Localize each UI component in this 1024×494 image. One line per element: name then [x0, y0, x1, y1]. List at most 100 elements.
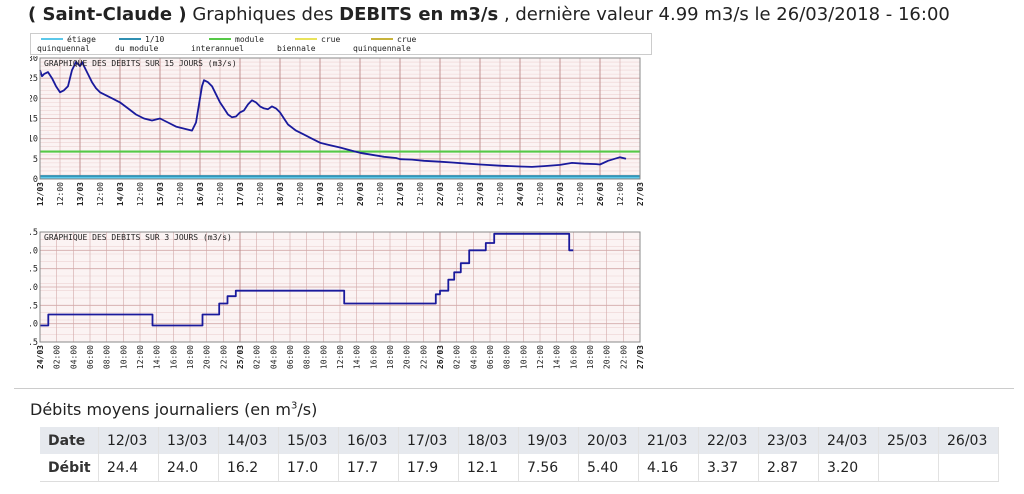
x-tick-label: 12:00	[256, 182, 265, 206]
x-tick-label: 08:00	[303, 345, 312, 369]
x-tick-label: 16:00	[169, 345, 178, 369]
value-cell: 12.1	[458, 454, 519, 482]
x-tick-label: 18:00	[586, 345, 595, 369]
chart-15-days: GRAPHIQUE DES DEBITS SUR 15 JOURS (m3/s)…	[30, 56, 645, 206]
x-tick-label: 24/03	[516, 182, 525, 206]
x-tick-label: 22/03	[436, 182, 445, 206]
value-cell: 3.37	[698, 454, 759, 482]
x-tick-label: 22:00	[619, 345, 628, 369]
x-tick-label: 02:00	[53, 345, 62, 369]
table-row-dates: Date 12/03 13/03 14/03 15/03 16/03 17/03 18/03…	[40, 427, 999, 454]
x-tick-label: 18:00	[386, 345, 395, 369]
x-tick-label: 13/03	[76, 182, 85, 206]
date-cell: 13/03	[158, 427, 219, 454]
x-tick-label: 15/03	[156, 182, 165, 206]
x-tick-label: 26/03	[436, 345, 445, 369]
x-tick-label: 12:00	[416, 182, 425, 206]
legend-swatch	[371, 38, 393, 40]
date-cell: 23/03	[758, 427, 819, 454]
x-tick-label: 22:00	[419, 345, 428, 369]
series-line	[40, 232, 574, 327]
value-cell: 17.0	[278, 454, 339, 482]
y-tick-label: 5.5	[30, 228, 38, 238]
y-tick-label: 15	[30, 115, 38, 125]
x-tick-label: 16:00	[369, 345, 378, 369]
value-cell: 24.0	[158, 454, 219, 482]
x-tick-label: 12:00	[176, 182, 185, 206]
x-tick-label: 08:00	[503, 345, 512, 369]
x-tick-label: 12:00	[56, 182, 65, 206]
x-tick-label: 20:00	[203, 345, 212, 369]
x-tick-label: 08:00	[103, 345, 112, 369]
legend-swatch	[41, 38, 63, 40]
x-tick-label: 12:00	[576, 182, 585, 206]
y-tick-label: 25	[30, 74, 38, 84]
date-cell: 19/03	[518, 427, 579, 454]
legend-label: 1/10	[145, 35, 165, 44]
series-line	[39, 61, 627, 168]
x-tick-label: 04:00	[269, 345, 278, 369]
date-header: Date	[40, 427, 99, 454]
x-tick-label: 12:00	[96, 182, 105, 206]
x-tick-label: 12:00	[536, 182, 545, 206]
y-tick-label: 5	[33, 155, 38, 165]
x-tick-label: 12:00	[376, 182, 385, 206]
x-tick-label: 14:00	[153, 345, 162, 369]
date-cell: 24/03	[818, 427, 879, 454]
legend-label: biennale	[277, 44, 316, 53]
daily-table-title: Débits moyens journaliers (en m3/s)	[30, 400, 318, 419]
separator	[14, 388, 1014, 389]
table-row-values: Débit 24.4 24.0 16.2 17.0 17.7 17.9 12.1 7.56 5.…	[40, 454, 999, 482]
legend-label: interannuel	[191, 44, 244, 53]
chart-title: GRAPHIQUE DES DEBITS SUR 3 JOURS (m3/s)	[44, 233, 232, 242]
x-tick-label: 14:00	[353, 345, 362, 369]
legend-label: quinquennal	[37, 44, 90, 53]
value-cell: 17.9	[398, 454, 459, 482]
y-tick-label: 3.5	[30, 301, 38, 311]
value-cell	[878, 454, 939, 482]
x-tick-label: 24/03	[36, 345, 45, 369]
x-tick-label: 17/03	[236, 182, 245, 206]
legend-label: crue	[397, 35, 417, 44]
x-tick-label: 27/03	[636, 182, 645, 206]
x-tick-label: 06:00	[86, 345, 95, 369]
value-cell: 5.40	[578, 454, 639, 482]
x-tick-label: 10:00	[319, 345, 328, 369]
date-cell: 26/03	[938, 427, 999, 454]
y-tick-label: 0	[33, 175, 38, 185]
x-tick-label: 06:00	[286, 345, 295, 369]
value-cell	[938, 454, 999, 482]
x-tick-label: 25/03	[556, 182, 565, 206]
x-tick-label: 12:00	[336, 182, 345, 206]
x-tick-label: 18/03	[276, 182, 285, 206]
page-title: ( Saint-Claude ) Graphiques des DEBITS e…	[28, 4, 950, 25]
x-tick-label: 20:00	[403, 345, 412, 369]
chart-3-days: GRAPHIQUE DES DEBITS SUR 3 JOURS (m3/s) 2…	[30, 228, 645, 369]
x-tick-label: 02:00	[253, 345, 262, 369]
y-tick-label: 4.5	[30, 265, 38, 275]
chart-title: GRAPHIQUE DES DEBITS SUR 15 JOURS (m3/s)	[44, 59, 237, 68]
x-tick-label: 10:00	[519, 345, 528, 369]
value-cell: 4.16	[638, 454, 699, 482]
x-tick-label: 12:00	[136, 182, 145, 206]
station-name: ( Saint-Claude )	[28, 4, 187, 25]
x-tick-label: 18:00	[186, 345, 195, 369]
y-tick-label: 5.0	[30, 246, 38, 256]
legend-label: étiage	[67, 35, 96, 44]
date-cell: 22/03	[698, 427, 759, 454]
value-cell: 17.7	[338, 454, 399, 482]
legend-swatch	[295, 38, 317, 40]
x-tick-label: 12:00	[136, 345, 145, 369]
x-tick-label: 21/03	[396, 182, 405, 206]
x-tick-label: 02:00	[453, 345, 462, 369]
value-cell: 16.2	[218, 454, 279, 482]
x-tick-label: 26/03	[596, 182, 605, 206]
x-tick-label: 06:00	[486, 345, 495, 369]
legend-swatch	[209, 38, 231, 40]
y-tick-label: 20	[30, 94, 38, 104]
legend-swatch	[119, 38, 141, 40]
legend-label: du module	[115, 44, 159, 53]
x-tick-label: 04:00	[69, 345, 78, 369]
date-cell: 14/03	[218, 427, 279, 454]
y-tick-label: 30	[30, 56, 38, 64]
